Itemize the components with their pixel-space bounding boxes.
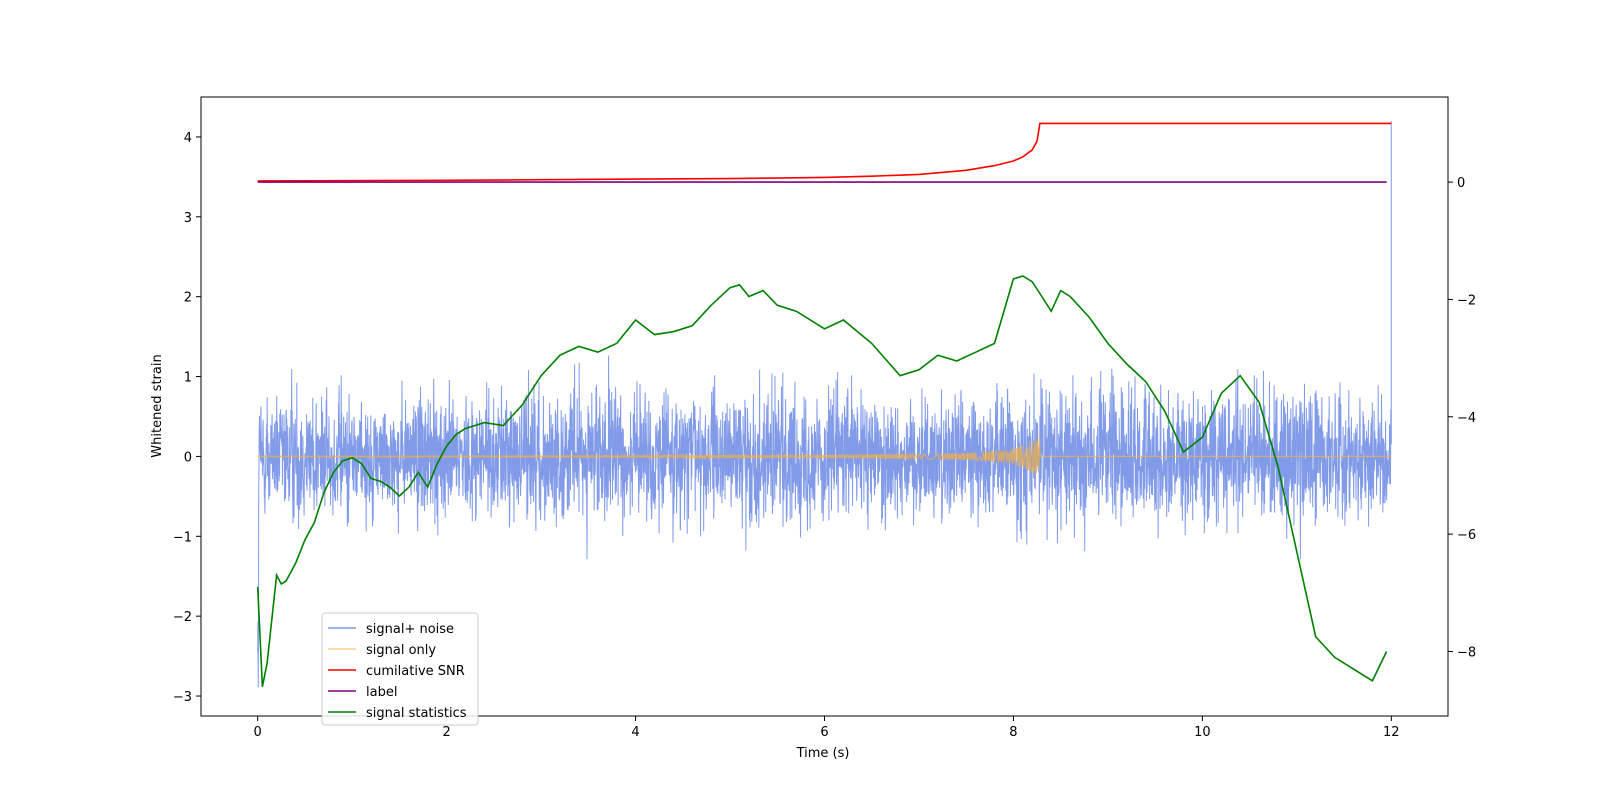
y-tick-label: 0 (184, 450, 192, 465)
legend-entry: cumilative SNR (366, 664, 465, 679)
y2-tick-label: −2 (1457, 293, 1476, 308)
x-tick-label: 10 (1194, 725, 1211, 740)
legend-box (321, 612, 479, 726)
y-axis-right: −8 −6 −4 −2 0 (1448, 176, 1476, 660)
y-tick-label: −3 (173, 690, 192, 705)
y-tick-label: −1 (173, 530, 192, 545)
x-tick-label: 2 (442, 725, 450, 740)
series-signal-statistics (256, 275, 1388, 687)
y-tick-label: −2 (173, 610, 192, 625)
y2-tick-label: −4 (1457, 411, 1476, 426)
y2-tick-label: −8 (1457, 645, 1476, 660)
y2-tick-label: −6 (1457, 528, 1476, 543)
x-tick-label: 0 (254, 725, 262, 740)
series-cumilative-snr (257, 122, 1392, 182)
y-tick-label: 4 (184, 131, 192, 146)
legend-entry: signal+ noise (366, 622, 454, 637)
y-tick-label: 3 (184, 211, 192, 226)
legend: signal+ noise signal only cumilative SNR la… (321, 612, 479, 726)
x-tick-label: 8 (1009, 725, 1017, 740)
x-axis: 0 2 4 6 8 10 12 (254, 716, 1400, 740)
legend-entry: label (366, 685, 397, 700)
x-axis-label: Time (s) (796, 746, 850, 761)
legend-entry: signal only (366, 643, 436, 658)
x-tick-label: 6 (820, 725, 828, 740)
y-tick-label: 1 (184, 371, 192, 386)
series-signal-only (257, 436, 1392, 475)
series-layer (256, 121, 1392, 688)
x-tick-label: 12 (1383, 725, 1400, 740)
x-tick-label: 4 (631, 725, 639, 740)
y2-tick-label: 0 (1457, 176, 1465, 191)
y-tick-label: 2 (184, 291, 192, 306)
legend-entry: signal statistics (366, 706, 467, 721)
y-axis-left: −3 −2 −1 0 1 2 3 4 (173, 131, 201, 705)
y-axis-label: Whitened strain (150, 354, 165, 457)
